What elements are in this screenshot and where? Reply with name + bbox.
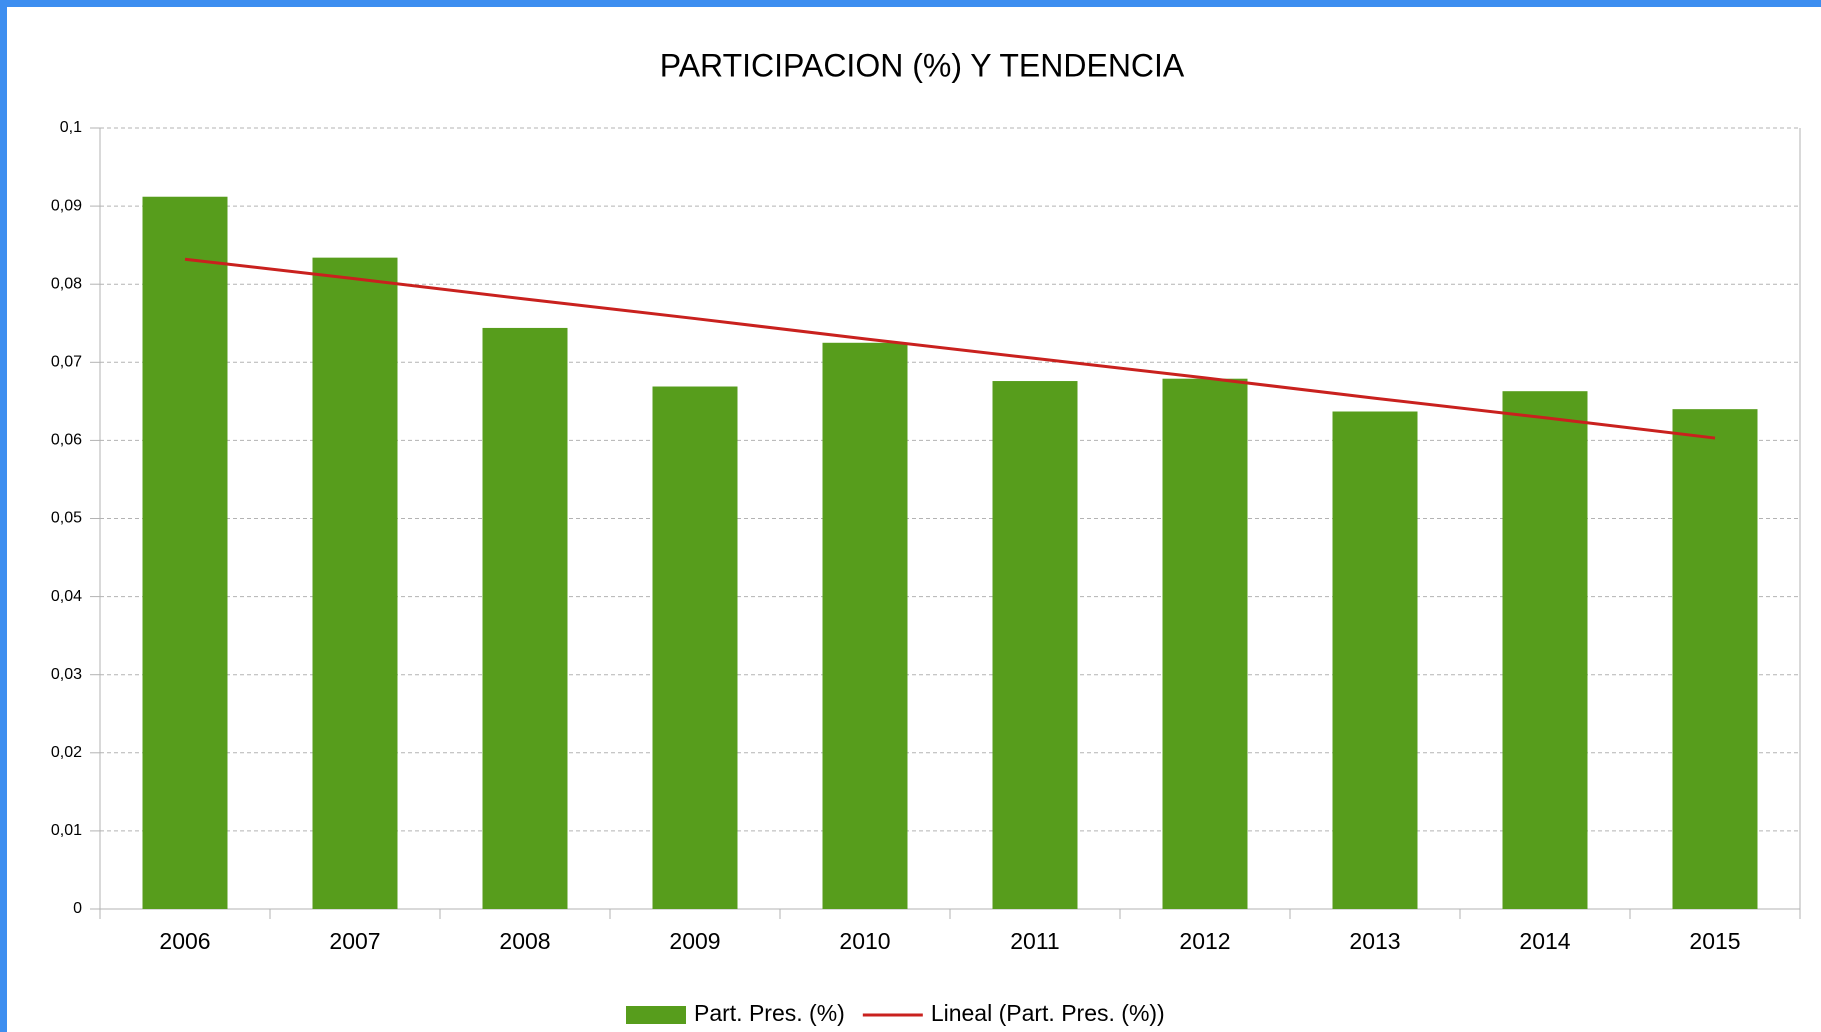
x-tick-label: 2011 — [1010, 928, 1059, 954]
frame-left — [0, 0, 7, 1032]
bar — [312, 257, 398, 909]
chart-title: PARTICIPACION (%) Y TENDENCIA — [660, 47, 1185, 83]
x-tick-label: 2009 — [669, 928, 720, 954]
bar — [1502, 391, 1588, 909]
x-tick-label: 2015 — [1689, 928, 1740, 954]
bar — [822, 342, 908, 909]
y-tick-label: 0,09 — [51, 197, 82, 214]
bar — [1672, 409, 1758, 909]
y-tick-label: 0,07 — [51, 354, 82, 371]
y-tick-label: 0,05 — [51, 510, 82, 527]
y-tick-label: 0,06 — [51, 432, 82, 449]
x-tick-label: 2010 — [839, 928, 890, 954]
x-tick-label: 2013 — [1349, 928, 1400, 954]
bar — [1162, 378, 1248, 909]
y-tick-label: 0,08 — [51, 275, 82, 292]
y-tick-label: 0 — [73, 900, 82, 917]
x-tick-label: 2012 — [1179, 928, 1230, 954]
bar — [1332, 411, 1418, 909]
legend-swatch — [626, 1006, 686, 1024]
x-tick-label: 2007 — [329, 928, 380, 954]
y-tick-label: 0,04 — [51, 588, 82, 605]
y-tick-label: 0,03 — [51, 666, 82, 683]
frame-top — [0, 0, 1821, 7]
legend-label: Part. Pres. (%) — [694, 1000, 845, 1026]
trend-line — [184, 257, 1716, 440]
y-tick-label: 0,01 — [51, 822, 82, 839]
bar — [482, 327, 568, 909]
x-tick-label: 2014 — [1519, 928, 1570, 954]
legend-label: Lineal (Part. Pres. (%)) — [931, 1000, 1165, 1026]
bar — [992, 381, 1078, 909]
x-tick-label: 2008 — [499, 928, 550, 954]
y-tick-label: 0,1 — [60, 119, 82, 136]
bar — [652, 386, 738, 909]
x-tick-label: 2006 — [159, 928, 210, 954]
bar — [142, 196, 228, 909]
y-tick-label: 0,02 — [51, 744, 82, 761]
